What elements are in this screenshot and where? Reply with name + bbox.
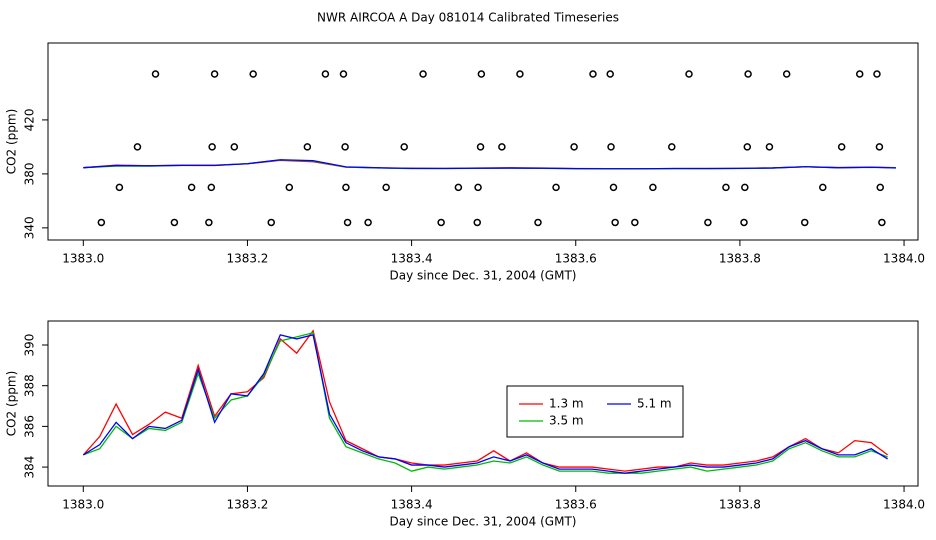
- y-axis-label: CO2 (ppm): [5, 109, 19, 175]
- point: [607, 143, 615, 151]
- point: [552, 183, 560, 192]
- x-axis-label: Day since Dec. 31, 2004 (GMT): [390, 515, 577, 529]
- y-tick-label: 390: [23, 334, 37, 357]
- y-tick-label: 388: [23, 374, 37, 397]
- y-tick-label: 340: [23, 216, 37, 239]
- point: [876, 183, 884, 192]
- legend-label: 1.3 m: [549, 397, 584, 411]
- point: [498, 143, 506, 151]
- point: [477, 70, 486, 78]
- point: [782, 70, 791, 78]
- point: [631, 218, 639, 227]
- y-axis-label: CO2 (ppm): [5, 371, 19, 437]
- point: [342, 183, 350, 192]
- point: [400, 143, 408, 151]
- series-line: [82, 329, 889, 472]
- point: [207, 183, 216, 192]
- point: [875, 143, 884, 151]
- point: [685, 70, 693, 78]
- y-tick-label: 420: [23, 108, 37, 131]
- y-tick-label: 386: [23, 415, 37, 438]
- y-tick-label: 380: [23, 162, 37, 185]
- point: [473, 218, 482, 227]
- point: [133, 143, 142, 151]
- point: [878, 218, 886, 227]
- point: [744, 70, 752, 78]
- point: [819, 183, 827, 192]
- point: [454, 183, 463, 192]
- point: [437, 218, 445, 227]
- series-line: [82, 334, 888, 474]
- point: [97, 218, 106, 227]
- x-tick-label: 1383.4: [391, 498, 433, 512]
- x-tick-label: 1383.4: [391, 252, 433, 266]
- point: [419, 70, 427, 78]
- point: [170, 218, 179, 227]
- point: [722, 183, 730, 192]
- point: [187, 183, 196, 192]
- legend-label: 5.1 m: [637, 397, 672, 411]
- plot-frame: [47, 320, 919, 487]
- x-tick-label: 1383.8: [719, 498, 761, 512]
- y-tick-label: 384: [23, 456, 37, 479]
- point: [704, 218, 712, 227]
- plot-frame: [47, 42, 919, 241]
- point: [589, 70, 597, 78]
- point: [382, 183, 390, 192]
- point: [343, 218, 352, 227]
- x-tick-label: 1383.0: [62, 252, 104, 266]
- x-tick-label: 1383.6: [555, 252, 597, 266]
- series-line: [83, 332, 888, 474]
- legend-box: [506, 385, 684, 438]
- point: [740, 218, 748, 227]
- title: NWR AIRCOA A Day 081014 Calibrated Times…: [317, 11, 619, 25]
- x-tick-label: 1383.2: [226, 252, 268, 266]
- point: [668, 143, 676, 151]
- series-line: [83, 159, 896, 170]
- point: [151, 70, 160, 78]
- legend-label: 3.5 m: [549, 414, 584, 428]
- point: [339, 70, 348, 78]
- point: [208, 143, 216, 151]
- point: [611, 218, 619, 227]
- x-tick-label: 1383.0: [62, 498, 104, 512]
- point: [534, 218, 542, 227]
- point: [321, 70, 330, 78]
- point: [303, 143, 312, 151]
- x-tick-label: 1383.6: [555, 498, 597, 512]
- point: [230, 143, 239, 151]
- point: [474, 183, 482, 192]
- point: [606, 70, 614, 78]
- point: [741, 183, 749, 192]
- point: [765, 143, 774, 151]
- point: [285, 183, 294, 192]
- point: [649, 183, 657, 192]
- point: [249, 70, 257, 78]
- point: [364, 218, 372, 227]
- x-axis-label: Day since Dec. 31, 2004 (GMT): [390, 269, 577, 283]
- point: [210, 70, 219, 78]
- x-tick-label: 1383.8: [719, 252, 761, 266]
- point: [570, 143, 578, 151]
- point: [609, 183, 618, 192]
- point: [115, 183, 124, 192]
- point: [873, 70, 881, 78]
- point: [476, 143, 485, 151]
- x-tick-label: 1383.2: [226, 498, 268, 512]
- x-tick-label: 1384.0: [883, 252, 925, 266]
- x-tick-label: 1384.0: [883, 498, 925, 512]
- point: [516, 70, 524, 78]
- point: [267, 218, 275, 227]
- point: [341, 143, 349, 151]
- point: [855, 70, 864, 78]
- point: [800, 218, 809, 227]
- point: [743, 143, 752, 151]
- point: [837, 143, 846, 151]
- point: [205, 218, 213, 227]
